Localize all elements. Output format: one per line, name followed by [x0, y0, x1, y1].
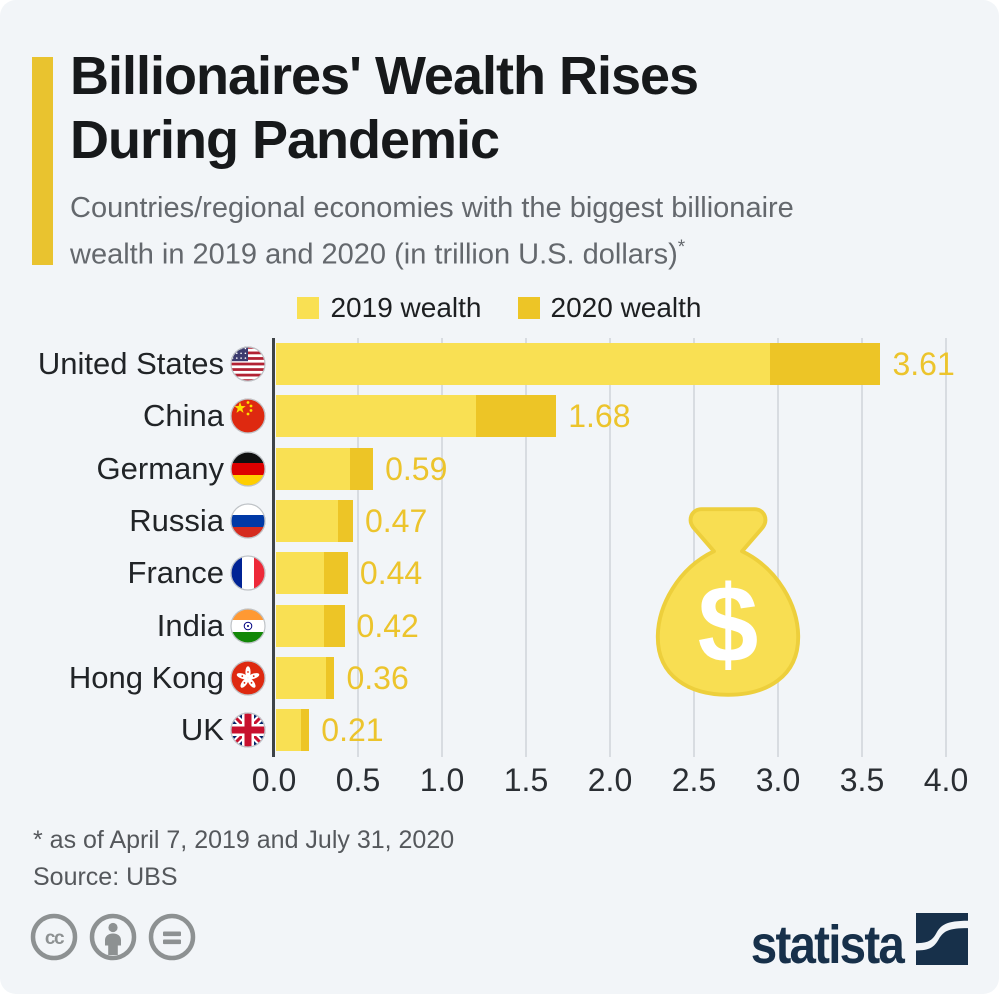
bar-2019 — [276, 657, 327, 699]
value-label: 0.21 — [321, 712, 384, 748]
bar-2020 — [337, 500, 353, 542]
chart-subtitle: Countries/regional economies with the bi… — [70, 188, 794, 275]
x-axis-tick-label: 0.0 — [251, 762, 297, 798]
svg-text:$: $ — [698, 564, 759, 686]
x-axis-tick-label: 1.0 — [419, 762, 465, 798]
x-axis-tick-label: 0.5 — [335, 762, 381, 798]
x-axis-tick-label: 3.0 — [755, 762, 801, 798]
x-axis-tick-label: 2.5 — [671, 762, 717, 798]
bar-chart: 0.0 0.5 1.0 1.5 2.0 2.5 3.0 3.5 4.0 United States… — [0, 338, 999, 808]
value-label: 1.68 — [568, 398, 631, 434]
value-label: 0.36 — [346, 660, 409, 696]
legend-item-2020: 2020 wealth — [517, 292, 702, 324]
flag-icon-de — [230, 451, 266, 487]
statista-wordmark: statista — [750, 915, 905, 975]
value-label: 0.42 — [356, 608, 419, 644]
x-axis-tick-label: 2.0 — [587, 762, 633, 798]
legend-label-2020: 2020 wealth — [550, 292, 702, 323]
bar-2020 — [349, 448, 374, 490]
bar-2020 — [324, 605, 345, 647]
value-label: 0.44 — [359, 555, 423, 591]
footnote-text: * as of April 7, 2019 and July 31, 2020 — [33, 826, 455, 854]
country-label: France — [127, 555, 224, 590]
flag-icon-cn — [230, 398, 266, 434]
by-license-icon — [89, 913, 137, 966]
bar-2020 — [769, 343, 881, 385]
bar-2019 — [276, 605, 325, 647]
legend-item-2019: 2019 wealth — [297, 292, 482, 324]
gridline — [525, 338, 527, 757]
country-label: China — [143, 398, 224, 433]
page-title: Billionaires' Wealth Rises During Pandem… — [70, 44, 699, 172]
country-label: Russia — [129, 503, 224, 538]
bar-2020 — [326, 657, 335, 699]
cc-license-icon: cc — [30, 913, 78, 966]
bar-2019 — [276, 500, 338, 542]
gridline — [441, 338, 443, 757]
gridline — [777, 338, 779, 757]
nd-license-icon — [148, 913, 196, 966]
x-axis-tick-label: 1.5 — [503, 762, 549, 798]
country-label: Germany — [96, 451, 224, 486]
value-label: 0.47 — [364, 503, 428, 539]
title-line-1: Billionaires' Wealth Rises — [70, 46, 699, 106]
money-bag-icon: $ — [650, 506, 806, 703]
gridline — [693, 338, 695, 757]
footnote-marker: * — [677, 237, 686, 258]
x-axis-tick-label: 4.0 — [923, 762, 969, 798]
bar-2019 — [276, 395, 476, 437]
bar-2019 — [276, 552, 325, 594]
subtitle-line-1: Countries/regional economies with the bi… — [70, 192, 794, 224]
country-label: UK — [180, 712, 224, 747]
bar-2019 — [276, 343, 770, 385]
chart-legend: 2019 wealth 2020 wealth — [0, 292, 999, 324]
subtitle-line-2: wealth in 2019 and 2020 (in trillion U.S… — [70, 237, 686, 271]
gridline — [357, 338, 359, 757]
svg-text:cc: cc — [45, 928, 65, 949]
bar-2020 — [300, 709, 310, 751]
bar-2019 — [276, 448, 350, 490]
bar-2019 — [276, 709, 301, 751]
gridline — [861, 338, 863, 757]
footnote-block: * as of April 7, 2019 and July 31, 2020 … — [33, 822, 454, 896]
legend-swatch-2019 — [297, 297, 320, 319]
y-axis-line — [272, 338, 275, 757]
statista-logo: statista — [730, 913, 968, 975]
country-label: India — [156, 608, 224, 643]
title-accent-bar — [32, 57, 53, 265]
flag-icon-ru — [230, 503, 266, 539]
country-label: United States — [37, 346, 224, 381]
flag-icon-us — [230, 346, 266, 382]
gridline — [609, 338, 611, 757]
source-text: Source: UBS — [33, 863, 178, 891]
country-label: Hong Kong — [68, 660, 224, 695]
flag-icon-gb — [230, 712, 266, 748]
flag-icon-hk — [230, 660, 266, 696]
flag-icon-fr — [230, 555, 266, 591]
flag-icon-in — [230, 608, 266, 644]
gridline — [945, 338, 947, 757]
license-icons: cc — [30, 913, 196, 966]
statista-swoosh-icon — [916, 913, 968, 970]
title-line-2: During Pandemic — [70, 110, 500, 170]
legend-swatch-2020 — [517, 297, 540, 319]
value-label: 3.61 — [892, 346, 955, 382]
bar-2020 — [324, 552, 348, 594]
x-axis-tick-label: 3.5 — [839, 762, 885, 798]
legend-label-2019: 2019 wealth — [330, 292, 482, 323]
value-label: 0.59 — [385, 451, 448, 487]
bar-2020 — [475, 395, 557, 437]
